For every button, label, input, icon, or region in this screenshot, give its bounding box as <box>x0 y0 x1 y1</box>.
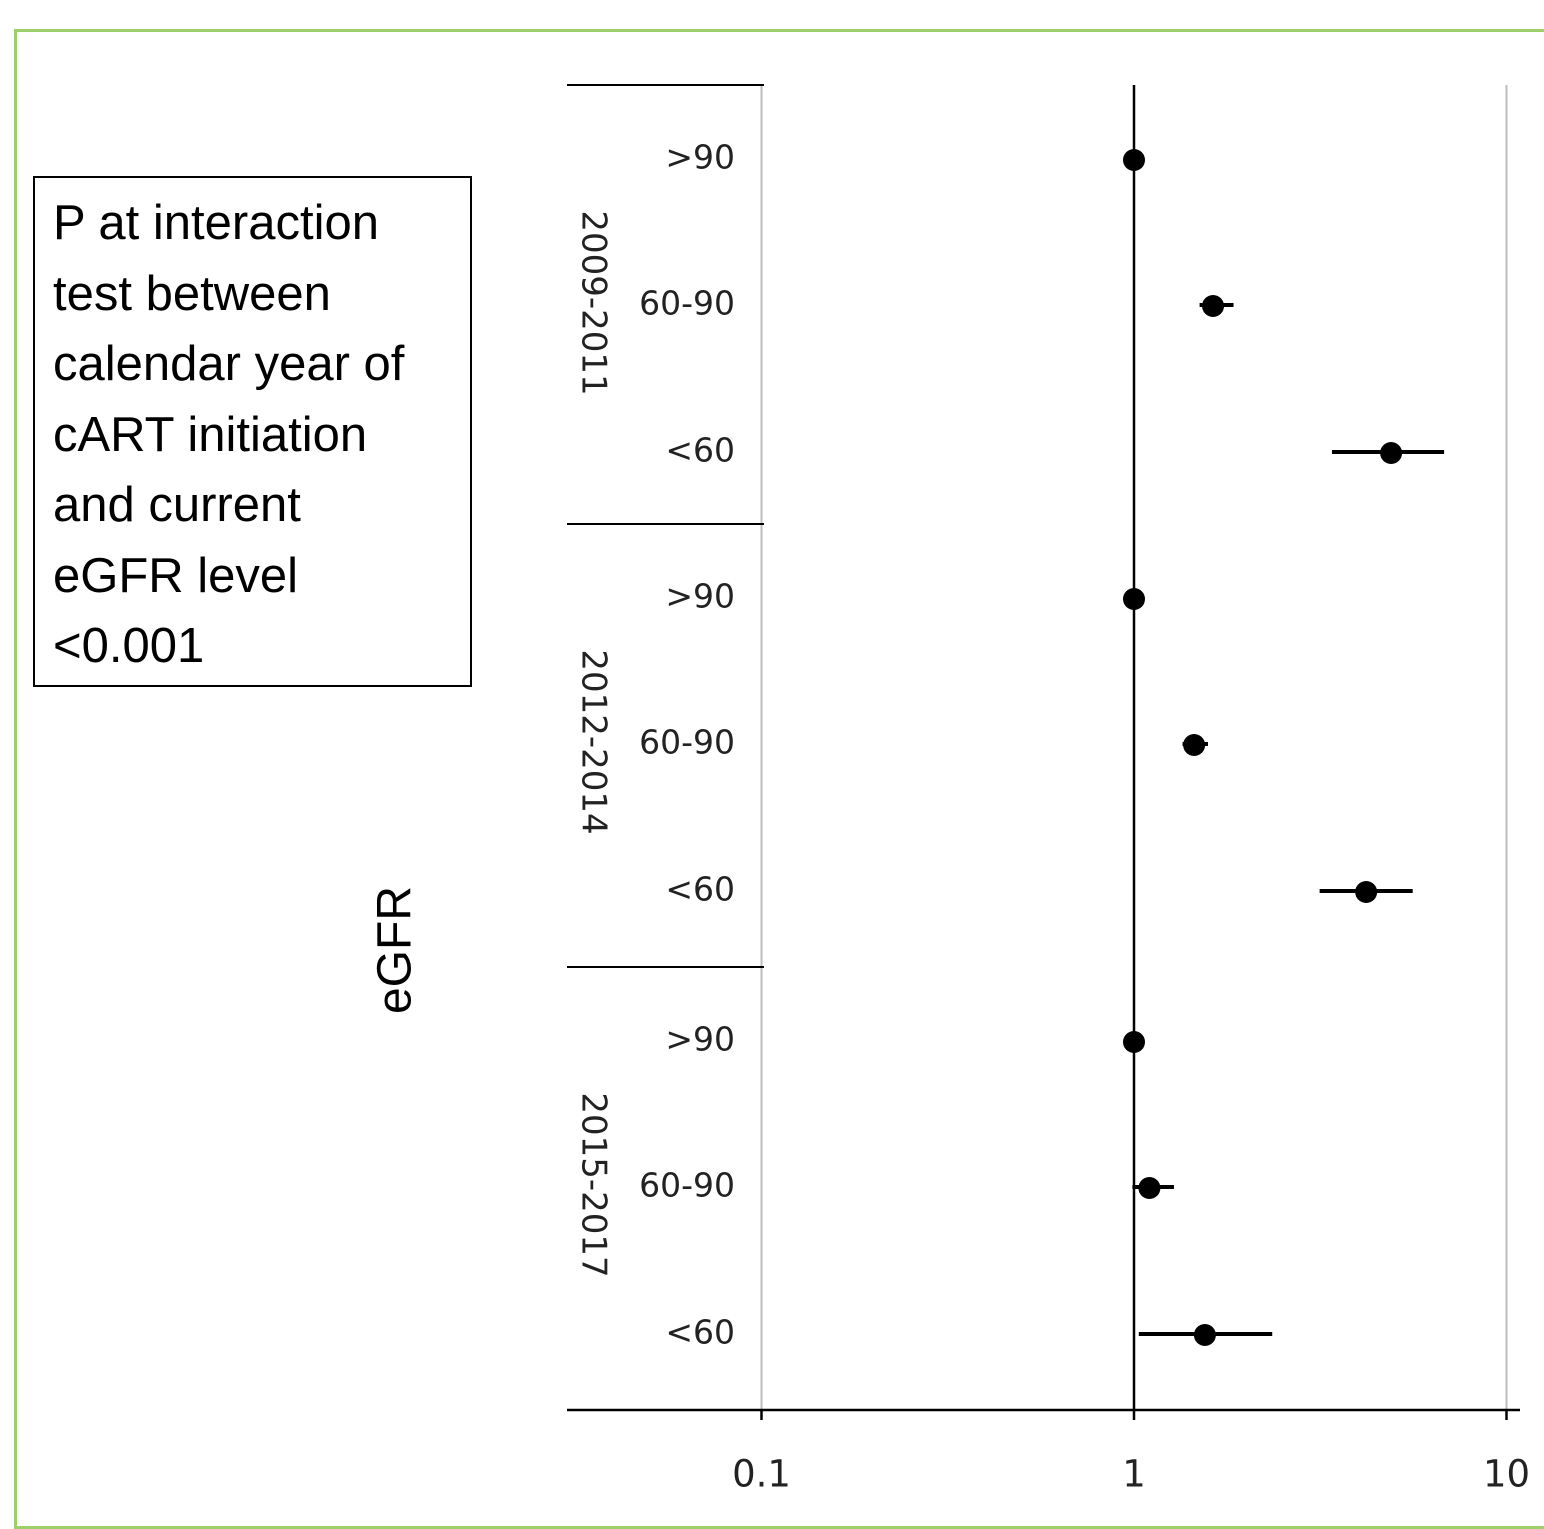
group-label: 2015-2017 <box>574 1092 614 1277</box>
point-estimate <box>1123 588 1145 610</box>
group-label: 2012-2014 <box>574 649 614 834</box>
point-estimate <box>1193 1324 1216 1346</box>
note-line: eGFR level <box>53 548 299 603</box>
note-line: and current <box>53 478 301 532</box>
row-label: <60 <box>665 431 735 470</box>
row-label: <60 <box>665 1313 735 1352</box>
row-label: 60-90 <box>639 723 735 762</box>
note-line: calendar year of <box>53 337 405 391</box>
row-label: >90 <box>665 1020 735 1059</box>
x-tick-label: 10 <box>1483 1453 1530 1496</box>
row-label: <60 <box>665 870 735 909</box>
x-tick-label: 1 <box>1122 1453 1146 1496</box>
point-estimate <box>1355 881 1378 903</box>
point-estimate <box>1123 1031 1145 1053</box>
row-label: 60-90 <box>639 1166 735 1205</box>
row-label: >90 <box>665 138 735 177</box>
point-estimate <box>1123 149 1145 171</box>
note-line: test between <box>53 266 331 321</box>
point-estimate <box>1138 1177 1161 1199</box>
row-label: >90 <box>665 577 735 616</box>
interaction-note-box: P at interaction test between calendar y… <box>33 176 472 687</box>
note-line: cART initiation <box>53 407 368 462</box>
row-label: 60-90 <box>639 284 735 323</box>
note-line: <0.001 <box>53 619 205 673</box>
group-label: 2009-2011 <box>574 210 614 395</box>
point-estimate <box>1380 442 1403 464</box>
point-estimate <box>1202 295 1225 317</box>
x-tick-label: 0.1 <box>732 1453 791 1496</box>
point-estimate <box>1183 734 1206 756</box>
note-line: P at interaction <box>53 196 379 250</box>
